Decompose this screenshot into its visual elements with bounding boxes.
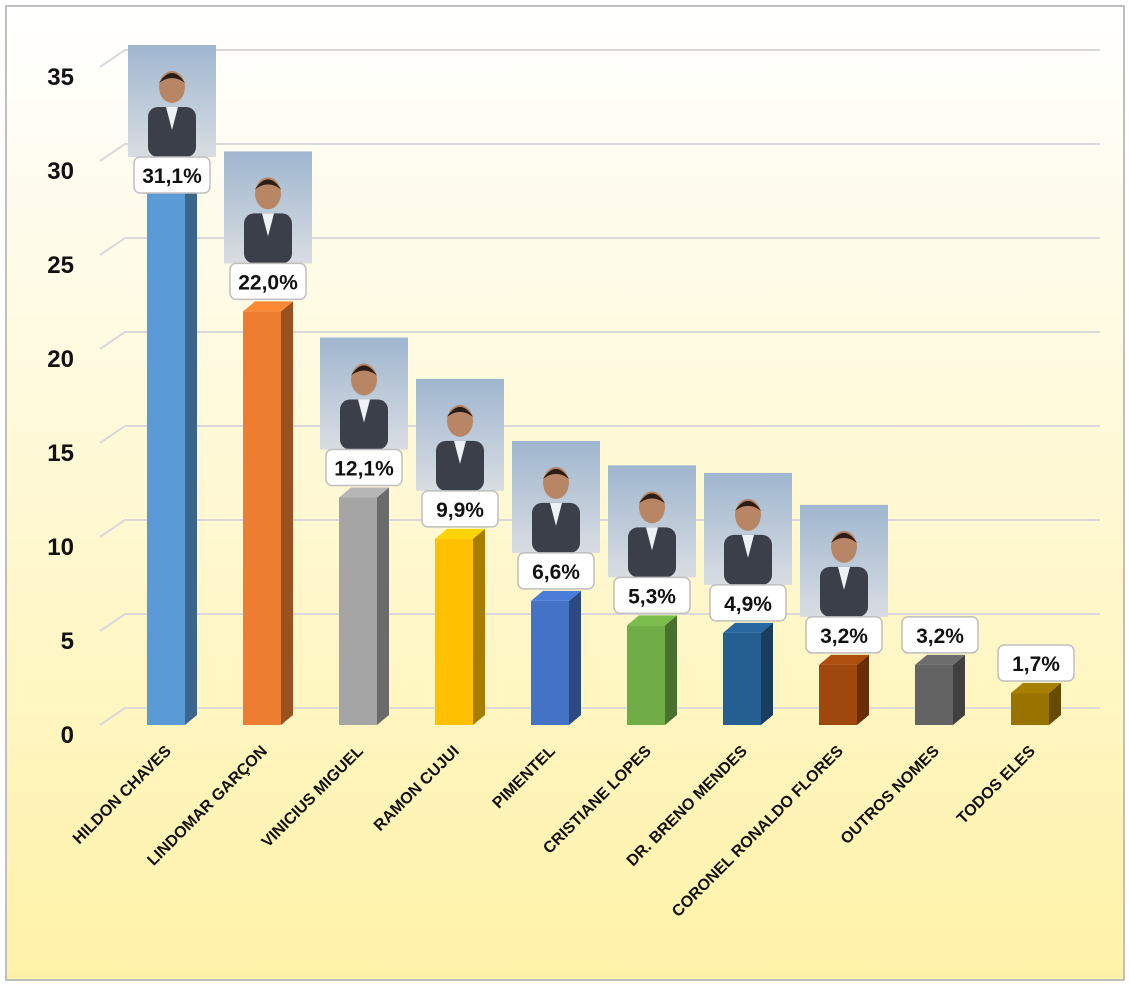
value-label: 9,9% <box>436 499 484 522</box>
y-tick-label: 20 <box>47 346 74 373</box>
candidate-photo <box>416 379 504 491</box>
candidate-photo <box>128 45 216 157</box>
y-tick-label: 10 <box>47 534 74 561</box>
value-label: 31,1% <box>142 165 202 188</box>
candidate-photo <box>224 151 312 263</box>
y-tick-label: 35 <box>47 64 74 91</box>
bar <box>147 140 185 725</box>
chart: 0510152025303531,1%HILDON CHAVES22,0%LIN… <box>0 0 1130 986</box>
y-tick-label: 5 <box>61 628 74 655</box>
candidate-photo <box>608 465 696 577</box>
bar-side <box>665 615 677 725</box>
bar-side <box>569 591 581 725</box>
candidate-photo <box>704 473 792 585</box>
y-tick-label: 30 <box>47 158 74 185</box>
y-tick-label: 0 <box>61 722 74 749</box>
value-label: 12,1% <box>334 458 394 481</box>
candidate-photo <box>512 441 600 553</box>
bar-side <box>185 130 197 725</box>
value-label: 3,2% <box>820 625 868 648</box>
value-label: 5,3% <box>628 585 676 608</box>
bar <box>627 625 665 725</box>
bar-side <box>473 529 485 725</box>
bar <box>339 498 377 725</box>
bar-side <box>281 301 293 725</box>
bar-side <box>953 655 965 725</box>
page: 0510152025303531,1%HILDON CHAVES22,0%LIN… <box>0 0 1130 991</box>
bar <box>531 601 569 725</box>
candidate-photo <box>320 338 408 450</box>
value-label: 6,6% <box>532 561 580 584</box>
candidate-photo <box>800 505 888 617</box>
y-tick-label: 15 <box>47 440 74 467</box>
bar <box>915 665 953 725</box>
bar <box>819 665 857 725</box>
value-label: 3,2% <box>916 625 964 648</box>
bar-side <box>761 623 773 725</box>
bar <box>435 539 473 725</box>
bar <box>723 633 761 725</box>
bar-side <box>857 655 869 725</box>
value-label: 4,9% <box>724 593 772 616</box>
bar-side <box>377 488 389 725</box>
value-label: 1,7% <box>1012 653 1060 676</box>
value-label: 22,0% <box>238 271 298 294</box>
y-tick-label: 25 <box>47 252 74 279</box>
bar <box>243 311 281 725</box>
bar <box>1011 693 1049 725</box>
